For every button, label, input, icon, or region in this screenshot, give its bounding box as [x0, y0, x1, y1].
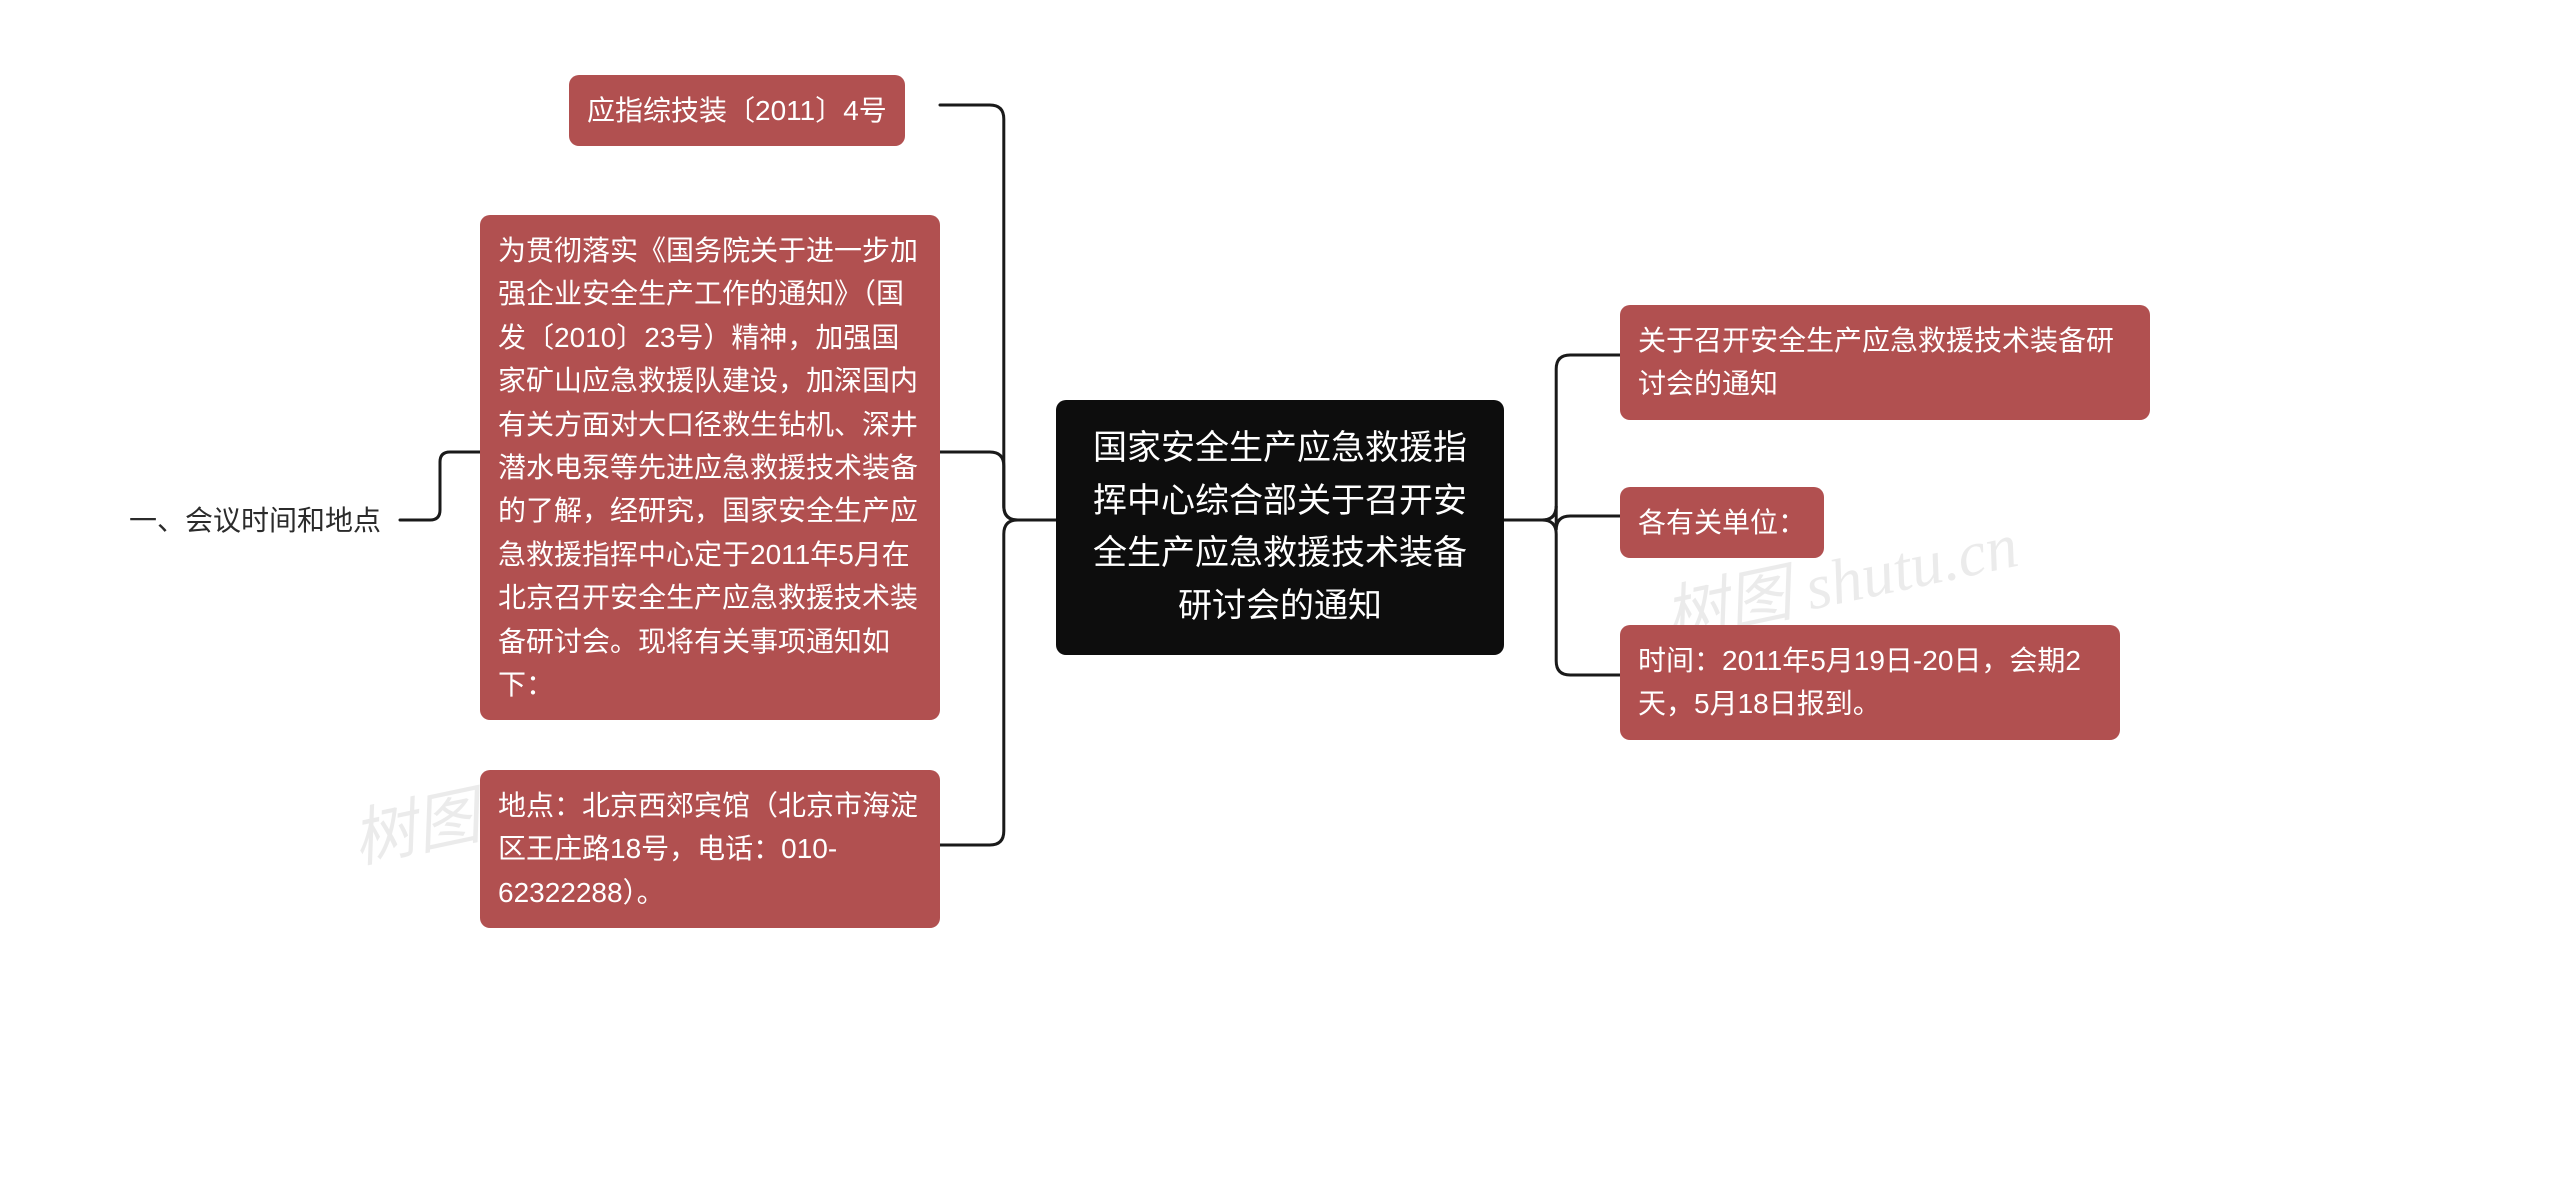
center-node: 国家安全生产应急救援指挥中心综合部关于召开安全生产应急救援技术装备研讨会的通知 [1056, 400, 1504, 655]
left-location: 地点：北京西郊宾馆（北京市海淀区王庄路18号，电话：010-62322288）。 [480, 770, 940, 928]
left-doc-number: 应指综技装〔2011〕4号 [569, 75, 905, 146]
right-recipients: 各有关单位： [1620, 487, 1824, 558]
left-section-label: 一、会议时间和地点 [129, 500, 381, 542]
right-notice: 关于召开安全生产应急救援技术装备研讨会的通知 [1620, 305, 2150, 420]
right-time: 时间：2011年5月19日-20日，会期2天，5月18日报到。 [1620, 625, 2120, 740]
left-body: 为贯彻落实《国务院关于进一步加强企业安全生产工作的通知》（国发〔2010〕23号… [480, 215, 940, 720]
